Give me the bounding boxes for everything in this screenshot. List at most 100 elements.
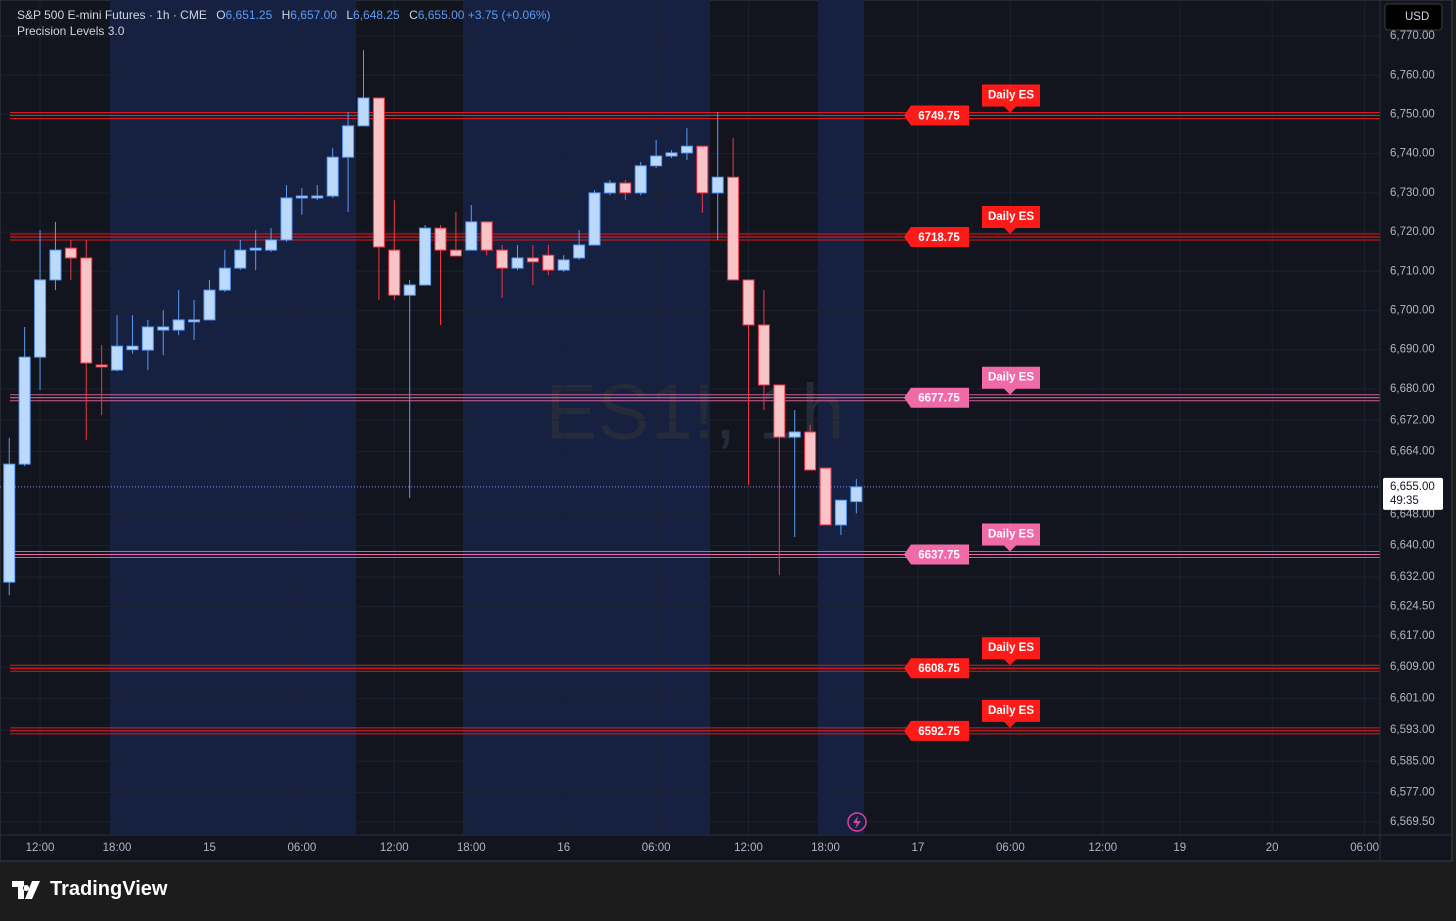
ohlc-value: 6,648.25 [353, 8, 400, 22]
plot: 6749.75 Daily ES 6718.75 Daily ES 6677.75 Dai… [0, 50, 1380, 741]
candle-body [311, 195, 324, 199]
level-label: 6718.75 [918, 232, 960, 244]
alert-icon[interactable] [847, 812, 867, 832]
y-tick-label: 6,690.00 [1390, 344, 1435, 356]
currency-button[interactable] [1384, 3, 1443, 31]
y-tick-label: 6,710.00 [1390, 265, 1435, 277]
level-tag: Daily ES [988, 372, 1034, 384]
candle-body [188, 319, 201, 323]
level-tag: Daily ES [988, 642, 1034, 654]
session-band [463, 0, 710, 835]
legend: S&P 500 E-mini Futures · 1h · CME O6,651… [17, 7, 551, 39]
level-tag-box [982, 637, 1040, 666]
candle-body [603, 182, 616, 194]
x-tick-label: 06:00 [642, 842, 671, 854]
level-tag: Daily ES [988, 89, 1034, 101]
level-label: 6749.75 [918, 110, 960, 122]
candle-body [850, 486, 863, 503]
candle-body [95, 364, 108, 368]
brand: TradingView [50, 878, 168, 900]
candle-body [588, 192, 601, 246]
level-tag-box [982, 366, 1040, 395]
level-label: 6677.75 [918, 393, 960, 405]
session-band [110, 0, 356, 835]
candle-body [372, 97, 385, 248]
candle-body [727, 176, 740, 281]
candle-body [49, 249, 62, 281]
candle-body [249, 247, 262, 251]
x-tick-label: 06:00 [1350, 842, 1379, 854]
candle-body [804, 431, 817, 471]
candle-body [742, 279, 755, 326]
candle-body [434, 227, 447, 251]
candle-body [526, 257, 539, 263]
y-tick-label: 6,609.00 [1390, 661, 1435, 673]
level-label: 6592.75 [918, 726, 960, 738]
level-tag: Daily ES [988, 705, 1034, 717]
candle-body [18, 356, 31, 465]
ohlc-key: L [346, 8, 354, 22]
candle-body [480, 221, 493, 251]
x-tick-label: 18:00 [811, 842, 840, 854]
x-tick-label: 06:00 [287, 842, 316, 854]
y-tick-label: 6,648.00 [1390, 508, 1435, 520]
candle-body [542, 254, 555, 271]
candle-body [388, 249, 401, 296]
candle-body [634, 165, 647, 194]
y-tick-label: 6,740.00 [1390, 148, 1435, 160]
ohlc-value: 6,651.25 [225, 8, 273, 22]
legend-line: S&P 500 E-mini Futures · 1h · CME O6,651… [17, 7, 551, 23]
level-label: 6637.75 [918, 550, 960, 562]
candle-body [141, 326, 154, 351]
indicator: Precision Levels 3.0 [17, 24, 125, 38]
level-tag: Daily ES [988, 211, 1034, 223]
level-label-box [904, 105, 969, 126]
candle-body [834, 499, 847, 526]
candle-body [265, 239, 278, 251]
level-tag-box [982, 523, 1040, 552]
candle-body [419, 227, 432, 286]
x-tick-label: 18:00 [103, 842, 132, 854]
candle-body [511, 257, 524, 269]
candle-body [573, 244, 586, 259]
level-label-box [904, 226, 969, 247]
axes: 6,770.00 6,760.00 6,750.00 6,740.00 6,730.00… [26, 30, 1443, 854]
x-tick-label: 12:00 [380, 842, 409, 854]
candle-body [326, 156, 339, 197]
level-tag-box [982, 699, 1040, 728]
ohlc-key: H [281, 8, 291, 22]
level-label-box [904, 658, 969, 679]
y-tick-label: 6,569.50 [1390, 816, 1435, 828]
x-tick-label: 20 [1266, 842, 1279, 854]
x-tick-label: 15 [203, 842, 216, 854]
current-price-label: 6,655.00 [1390, 481, 1435, 493]
candle-body [757, 324, 770, 386]
y-tick-label: 6,640.00 [1390, 540, 1435, 552]
y-tick-label: 6,585.00 [1390, 755, 1435, 767]
candle-body [157, 326, 170, 331]
x-tick-label: 18:00 [457, 842, 486, 854]
y-tick-label: 6,601.00 [1390, 693, 1435, 705]
candle-body [788, 431, 801, 438]
candle-body [111, 345, 124, 371]
candle-body [34, 279, 47, 358]
x-tick-label: 19 [1173, 842, 1186, 854]
candle-body [126, 345, 139, 351]
candle-body [619, 182, 632, 194]
x-tick-label: 06:00 [996, 842, 1025, 854]
change: +3.75 (+0.06%) [467, 8, 551, 22]
candle-body [465, 221, 478, 251]
y-tick-label: 6,664.00 [1390, 446, 1435, 458]
y-tick-label: 6,770.00 [1390, 30, 1435, 42]
y-tick-label: 6,750.00 [1390, 109, 1435, 121]
currency[interactable]: USD [1405, 11, 1429, 23]
candle-body [172, 319, 185, 331]
y-tick-label: 6,672.00 [1390, 414, 1435, 426]
alert-icon-bolt [853, 816, 861, 829]
y-tick-label: 6,720.00 [1390, 226, 1435, 238]
candle-body [64, 247, 77, 259]
x-tick-label: 16 [557, 842, 570, 854]
candle-body [711, 176, 724, 194]
candle-body [280, 197, 293, 241]
